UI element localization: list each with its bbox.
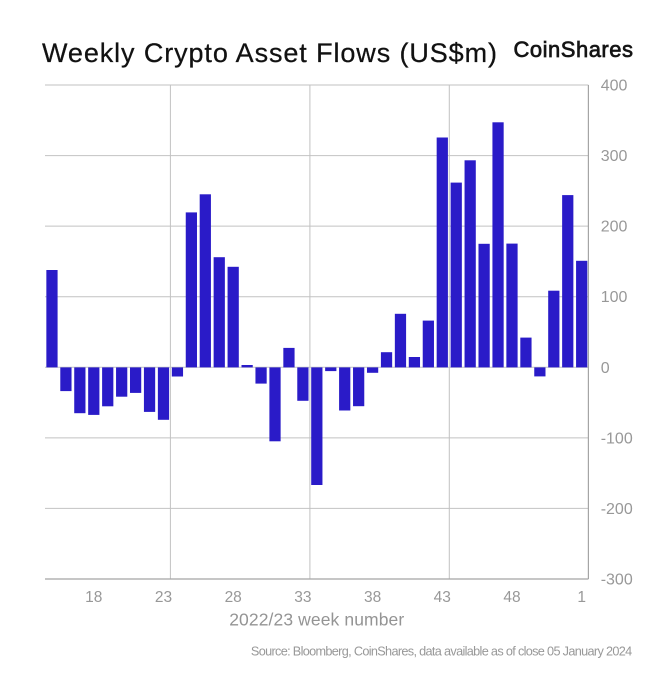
- svg-text:28: 28: [225, 589, 242, 606]
- svg-text:18: 18: [85, 589, 102, 606]
- svg-text:-100: -100: [601, 430, 633, 447]
- svg-text:CoinShares: CoinShares: [514, 37, 634, 62]
- svg-text:200: 200: [601, 219, 628, 236]
- svg-text:38: 38: [364, 589, 381, 606]
- svg-text:48: 48: [503, 589, 520, 606]
- svg-text:0: 0: [601, 360, 610, 377]
- svg-text:43: 43: [434, 589, 451, 606]
- svg-text:400: 400: [601, 78, 628, 95]
- svg-text:23: 23: [155, 589, 172, 606]
- svg-text:Weekly Crypto Asset Flows (US$: Weekly Crypto Asset Flows (US$m): [42, 38, 497, 68]
- svg-text:1: 1: [577, 589, 586, 606]
- svg-text:300: 300: [601, 148, 628, 165]
- svg-text:-300: -300: [601, 572, 633, 589]
- svg-text:2022/23 week number: 2022/23 week number: [229, 610, 404, 630]
- svg-text:100: 100: [601, 289, 628, 306]
- svg-text:Source: Bloomberg, CoinShares,: Source: Bloomberg, CoinShares, data avai…: [251, 645, 632, 659]
- svg-text:33: 33: [294, 589, 311, 606]
- svg-text:-200: -200: [601, 501, 633, 518]
